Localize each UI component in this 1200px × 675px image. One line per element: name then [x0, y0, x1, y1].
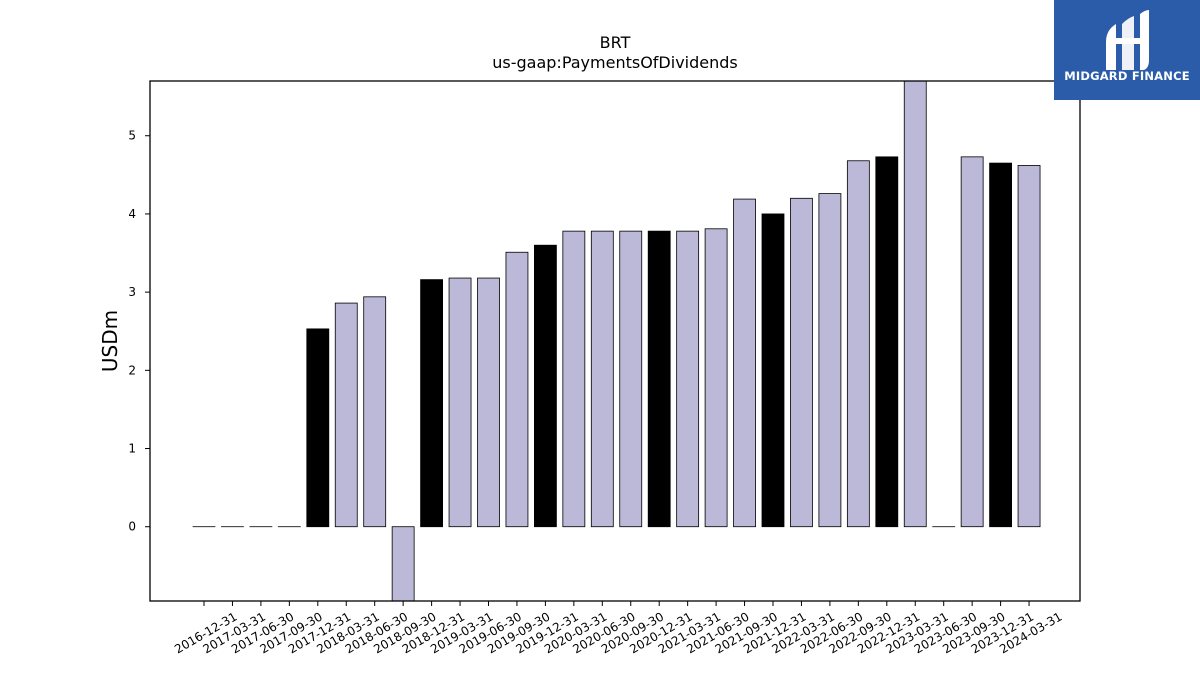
bar: [590, 230, 614, 528]
bar: [505, 251, 529, 528]
y-tick-label: 4: [128, 207, 136, 221]
brand-name: MIDGARD FINANCE: [1064, 69, 1190, 83]
bar: [534, 244, 557, 528]
bar: [477, 277, 500, 528]
bar: [733, 198, 756, 528]
y-axis-label: USDm: [98, 310, 122, 372]
y-tick-label: 1: [128, 442, 136, 456]
bar: [846, 160, 870, 528]
chart-title: BRT: [600, 33, 631, 52]
y-tick-label: 2: [128, 363, 136, 377]
y-tick-label: 0: [128, 520, 136, 534]
bar: [391, 526, 415, 602]
bar: [363, 296, 387, 528]
bar: [334, 302, 358, 528]
bar: [306, 328, 330, 528]
bar: [1017, 165, 1041, 528]
chart-subtitle: us-gaap:PaymentsOfDividends: [492, 53, 737, 72]
bars-group: [192, 80, 1041, 602]
bar: [989, 162, 1012, 528]
bar: [903, 80, 927, 528]
bar: [875, 156, 899, 528]
bar: [790, 197, 813, 528]
bar: [676, 230, 700, 528]
bar: [448, 277, 472, 528]
y-tick-label: 5: [128, 129, 136, 143]
bar: [704, 228, 728, 528]
y-axis-ticks: 0 1 2 3 4 5: [128, 129, 150, 534]
bar: [960, 156, 984, 528]
bar: [619, 230, 643, 528]
y-tick-label: 3: [128, 285, 136, 299]
plot-frame: [149, 80, 1081, 602]
bar: [562, 230, 586, 528]
bar: [818, 193, 842, 528]
bar: [647, 230, 671, 528]
x-axis-ticks: 2016-12-312017-03-312017-06-302017-09-30…: [172, 601, 1065, 656]
brand-logo: MIDGARD FINANCE: [1054, 0, 1200, 100]
brand-mark-icon: [1106, 10, 1149, 70]
bar: [761, 213, 785, 528]
bar: [420, 279, 444, 528]
